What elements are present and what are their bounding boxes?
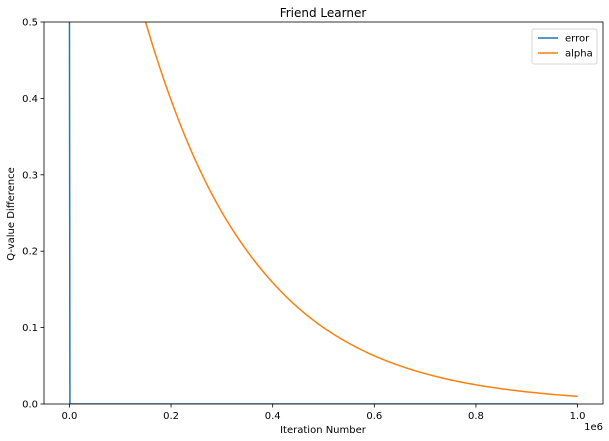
x-axis-label: Iteration Number [280,425,367,436]
series-line-alpha [144,22,578,398]
x-tick-label: 0.8 [468,411,484,422]
series-line-error [68,22,578,404]
plot-frame [43,21,604,405]
y-axis: 0.0 0.1 0.2 0.3 0.4 0.5 [22,18,44,411]
chart-title: Friend Learner [280,6,367,20]
y-tick-label: 0.3 [22,170,38,181]
x-tick-label: 0.2 [163,411,179,422]
y-axis-label: Q-value Difference [6,167,17,261]
series-layer [68,22,578,404]
y-tick-label: 0.5 [22,18,38,29]
x-tick-label: 1.0 [570,411,586,422]
legend-label-alpha: alpha [565,49,593,60]
y-tick-label: 0.1 [22,323,38,334]
x-tick-label: 0.6 [366,411,382,422]
y-tick-label: 0.0 [22,400,38,411]
legend-label-error: error [565,34,590,45]
legend: error alpha [531,28,598,65]
y-tick-label: 0.4 [22,94,38,105]
x-axis-offset-label: 1e6 [584,422,603,433]
plot-area [44,22,603,404]
x-tick-label: 0.4 [265,411,281,422]
x-tick-label: 0.0 [61,411,77,422]
x-axis: 0.0 0.2 0.4 0.6 0.8 1.0 [61,404,586,422]
y-tick-label: 0.2 [22,247,38,258]
